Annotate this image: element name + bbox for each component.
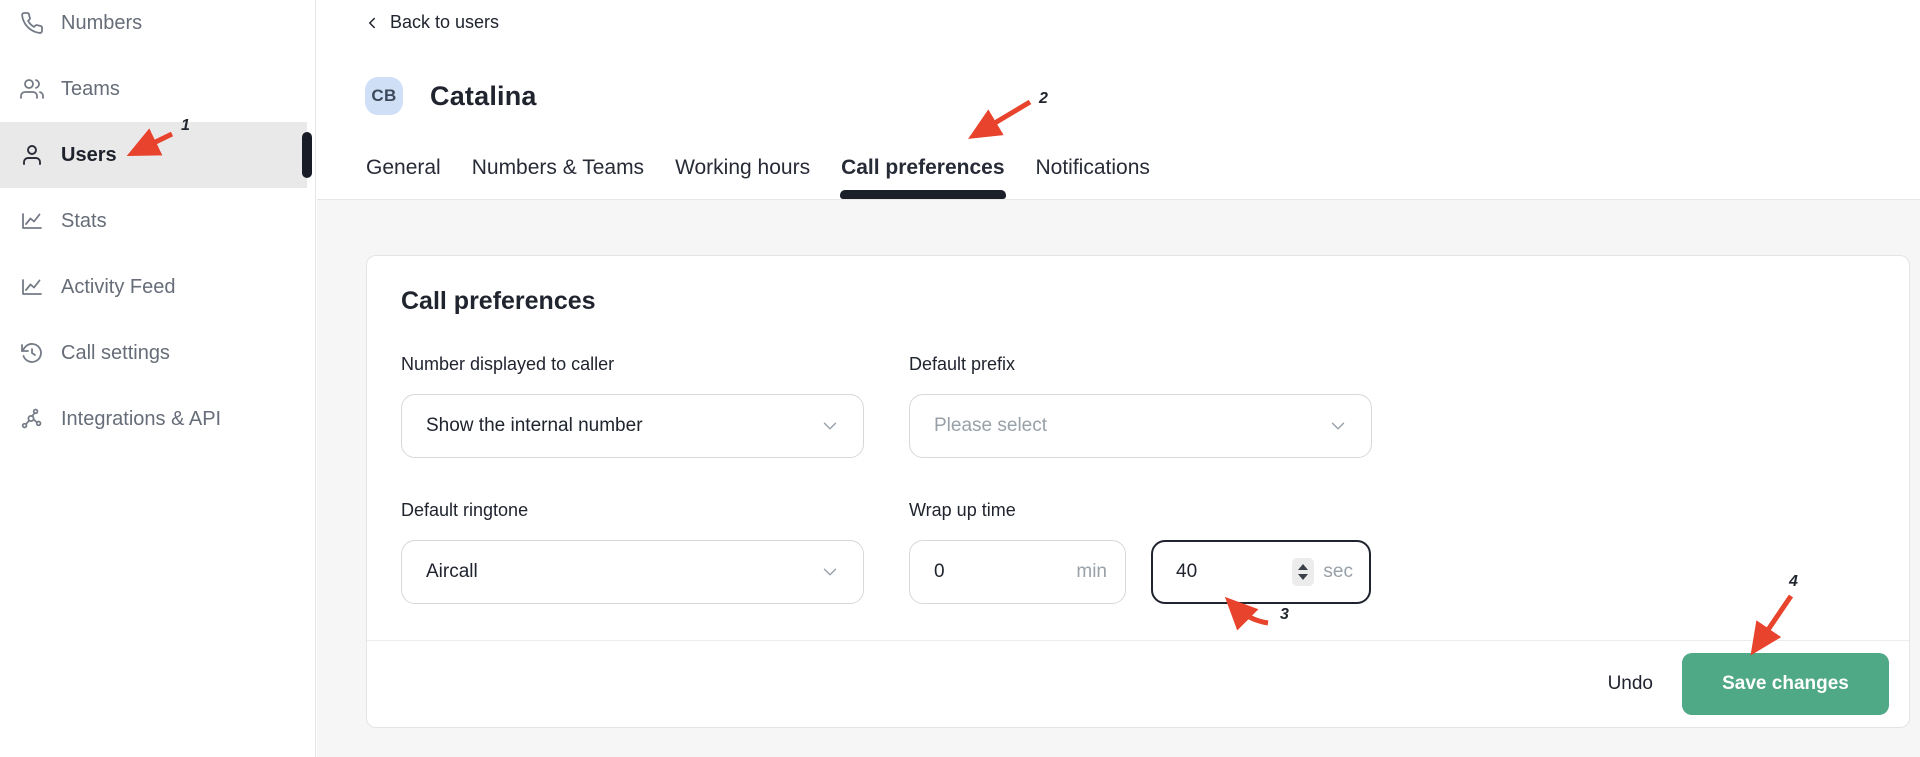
field-number-displayed: Number displayed to caller Show the inte… — [401, 354, 864, 458]
user-identity: CB Catalina — [365, 77, 537, 115]
wrap-up-sec-box: sec — [1151, 540, 1371, 604]
select-placeholder: Please select — [934, 415, 1048, 436]
user-tabs: General Numbers & Teams Working hours Ca… — [366, 137, 1150, 199]
sec-unit-label: sec — [1323, 561, 1353, 582]
sidebar-item-activity-feed[interactable]: Activity Feed — [0, 254, 315, 320]
chevron-down-icon — [1327, 415, 1349, 437]
select-value: Show the internal number — [426, 415, 643, 436]
sidebar-item-label: Teams — [61, 77, 120, 100]
card-footer: Undo Save changes — [367, 640, 1909, 727]
stepper-down-icon[interactable] — [1298, 574, 1309, 580]
wrap-up-min-input[interactable] — [934, 561, 994, 583]
sidebar-item-label: Integrations & API — [61, 407, 222, 430]
default-prefix-select[interactable]: Please select — [909, 394, 1372, 458]
sidebar-item-users[interactable]: Users — [0, 122, 312, 188]
person-icon — [19, 142, 45, 168]
field-label: Number displayed to caller — [401, 354, 615, 374]
undo-button[interactable]: Undo — [1607, 673, 1653, 694]
history-clock-icon — [19, 340, 45, 366]
selected-item-accent-bar — [302, 132, 312, 178]
chevron-down-icon — [819, 561, 841, 583]
back-to-users-link[interactable]: Back to users — [363, 12, 499, 33]
sidebar-item-label: Stats — [61, 209, 107, 232]
main-area: Back to users CB Catalina General Number… — [317, 0, 1920, 757]
line-chart-icon — [19, 274, 45, 300]
sidebar-item-label: Users — [61, 143, 117, 166]
default-ringtone-select[interactable]: Aircall — [401, 540, 864, 604]
sidebar-item-integrations-api[interactable]: Integrations & API — [0, 386, 315, 452]
avatar: CB — [365, 77, 403, 115]
call-preferences-card: Call preferences Number displayed to cal… — [366, 255, 1910, 728]
tab-call-preferences[interactable]: Call preferences — [840, 137, 1006, 199]
min-unit-label: min — [1076, 561, 1107, 582]
sidebar-item-stats[interactable]: Stats — [0, 188, 315, 254]
sidebar-item-call-settings[interactable]: Call settings — [0, 320, 315, 386]
user-detail-header: Back to users CB Catalina General Number… — [317, 0, 1920, 200]
field-label: Default prefix — [909, 354, 1016, 374]
content-area: Call preferences Number displayed to cal… — [317, 200, 1920, 757]
network-icon — [19, 406, 45, 432]
sidebar: Numbers Teams Users Stats Activity Fe — [0, 0, 316, 757]
wrap-up-min-box: min — [909, 540, 1126, 604]
field-default-ringtone: Default ringtone Aircall — [401, 500, 864, 604]
chevron-down-icon — [819, 415, 841, 437]
field-label: Wrap up time — [909, 500, 1016, 520]
number-stepper[interactable] — [1292, 558, 1315, 586]
sidebar-item-label: Numbers — [61, 11, 143, 34]
select-value: Aircall — [426, 561, 478, 582]
tab-numbers-teams[interactable]: Numbers & Teams — [471, 156, 645, 179]
save-changes-button[interactable]: Save changes — [1682, 653, 1889, 715]
stepper-up-icon[interactable] — [1298, 564, 1309, 570]
sidebar-item-label: Call settings — [61, 341, 170, 364]
field-label: Default ringtone — [401, 500, 529, 520]
tab-notifications[interactable]: Notifications — [1035, 156, 1150, 179]
field-wrap-up-time: Wrap up time min — [909, 500, 1372, 604]
number-displayed-select[interactable]: Show the internal number — [401, 394, 864, 458]
sidebar-item-teams[interactable]: Teams — [0, 56, 315, 122]
call-preferences-form: Number displayed to caller Show the inte… — [367, 354, 1909, 646]
back-link-label: Back to users — [390, 12, 500, 32]
phone-icon — [19, 10, 45, 36]
tab-general[interactable]: General — [366, 156, 441, 179]
sidebar-item-label: Activity Feed — [61, 275, 176, 298]
people-icon — [19, 76, 45, 102]
sidebar-item-numbers[interactable]: Numbers — [0, 0, 315, 56]
wrap-up-sec-input[interactable] — [1176, 561, 1236, 583]
card-title: Call preferences — [401, 287, 596, 315]
line-chart-icon — [19, 208, 45, 234]
chevron-left-icon — [363, 14, 381, 32]
tab-working-hours[interactable]: Working hours — [675, 156, 811, 179]
field-default-prefix: Default prefix Please select — [909, 354, 1372, 458]
page-title: Catalina — [430, 80, 537, 111]
